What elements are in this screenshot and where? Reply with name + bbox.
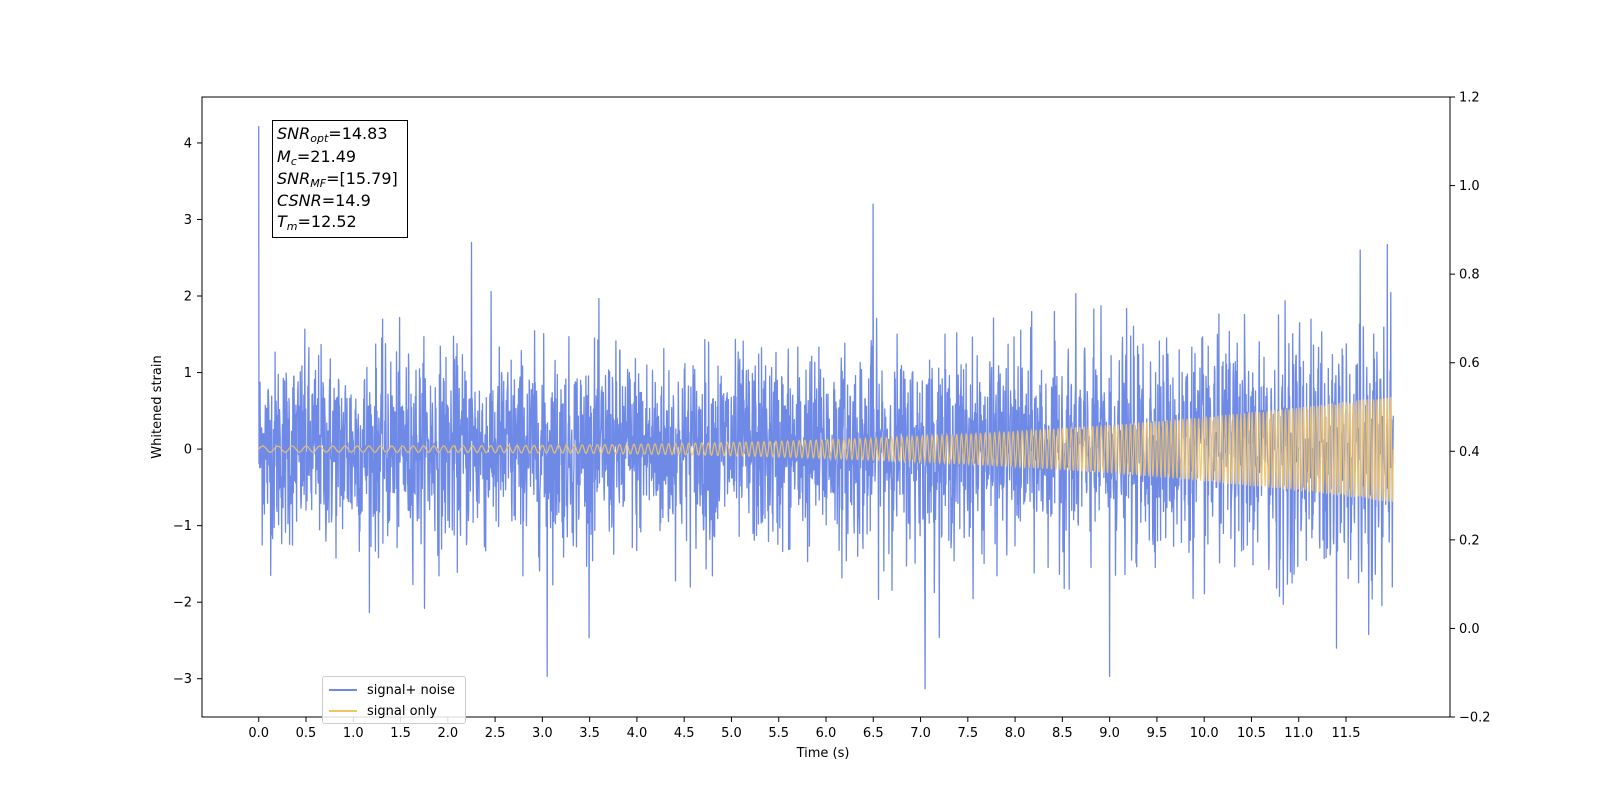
x-tick-label: 8.5 [1052,726,1073,741]
x-tick-label: 4.0 [627,726,648,741]
signal-only-series [258,396,1394,502]
y-tick-label: −2 [173,596,192,611]
x-tick-label: 11.0 [1284,726,1313,741]
x-tick-label: 0.0 [248,726,269,741]
signal-only-line [258,396,1394,502]
x-tick-label: 7.0 [910,726,931,741]
annotation-tm: Tm=12.52 [277,212,357,233]
x-tick-label: 1.0 [343,726,364,741]
y-tick-label: 1 [184,366,192,381]
x-tick-label: 6.5 [863,726,884,741]
y2-tick-label: 0.2 [1459,533,1480,548]
y-tick-label: 3 [184,213,192,228]
x-tick-label: 10.0 [1190,726,1219,741]
x-tick-label: 2.5 [485,726,506,741]
x-tick-label: 7.5 [957,726,978,741]
x-tick-label: 9.0 [1099,726,1120,741]
x-tick-label: 5.5 [768,726,789,741]
y-axis-right: 1.2 1.0 0.8 0.6 0.4 0.2 0.0 −0.2 [1450,91,1491,726]
legend-label-signal-noise: signal+ noise [367,682,456,698]
legend-swatch-signal-only [329,710,357,712]
signal-noise-line [258,126,1394,690]
annotation-snr-opt: SNRopt=14.83 [277,124,388,145]
y2-tick-label: 0.8 [1459,268,1480,283]
y2-tick-label: 0.0 [1459,622,1480,637]
annotation-csnr: CSNR=14.9 [277,191,371,210]
y-axis-label: Whitened strain [150,355,165,458]
legend-item-signal-only: signal only [329,701,437,721]
annotation-box: SNRopt=14.83 Mc=21.49 SNRMF=[15.79] CSNR… [272,120,408,238]
y-axis-left: 4 3 2 1 0 −1 −2 −3 [173,136,202,687]
y2-tick-label: 1.0 [1459,179,1480,194]
legend: signal+ noise signal only [322,676,466,724]
y2-tick-label: 0.4 [1459,445,1480,460]
x-tick-label: 2.0 [437,726,458,741]
legend-label-signal-only: signal only [367,703,438,719]
x-tick-label: 6.0 [816,726,837,741]
y2-tick-label: 0.6 [1459,356,1480,371]
x-tick-label: 10.5 [1237,726,1266,741]
x-tick-label: 0.5 [296,726,317,741]
x-tick-label: 8.0 [1005,726,1026,741]
y-tick-label: −3 [173,672,192,687]
annotation-snr-mf: SNRMF=[15.79] [277,169,398,190]
y2-tick-label: 1.2 [1459,91,1480,106]
x-tick-label: 4.5 [674,726,695,741]
x-axis: 0.0 0.5 1.0 1.5 2.0 2.5 3.0 3.5 4.0 4.5 5.0 5.5 6.0 6… [248,717,1360,741]
x-tick-label: 9.5 [1147,726,1168,741]
legend-item-signal-noise: signal+ noise [329,680,455,700]
x-tick-label: 3.0 [532,726,553,741]
y-tick-label: 0 [184,443,192,458]
y-tick-label: 4 [184,136,192,151]
x-tick-label: 5.0 [721,726,742,741]
y2-tick-label: −0.2 [1459,711,1491,726]
x-axis-label: Time (s) [796,746,850,761]
x-tick-label: 3.5 [579,726,600,741]
y-tick-label: 2 [184,290,192,305]
x-tick-label: 11.5 [1332,726,1361,741]
y-tick-label: −1 [173,519,192,534]
legend-swatch-signal-noise [329,689,357,691]
x-tick-label: 1.5 [390,726,411,741]
annotation-mc: Mc=21.49 [277,147,357,168]
signal-noise-series [258,126,1394,690]
